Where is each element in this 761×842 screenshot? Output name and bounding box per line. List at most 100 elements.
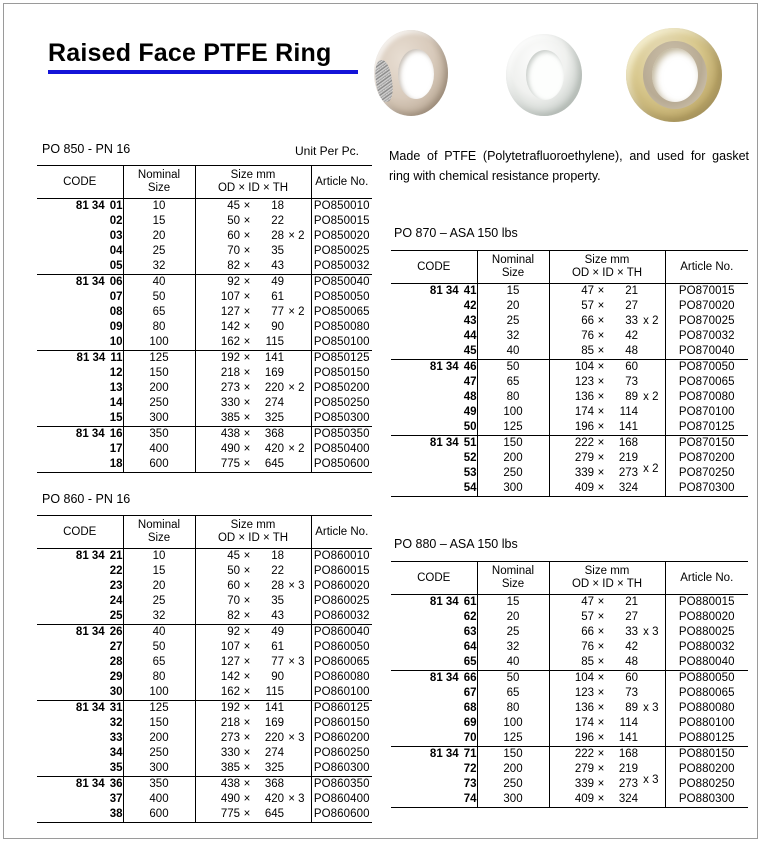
table-row: 10 100 162 × 115 PO850100: [37, 335, 372, 351]
cell-article-no: PO860200: [310, 731, 372, 746]
catalog-page: Raised Face PTFE Ring Made of PTFE (Poly…: [3, 3, 758, 839]
table-row: 13 200 273 × 220 × 2 PO850200: [37, 381, 372, 396]
cell-code: 54: [391, 481, 478, 497]
cell-nominal-size: 20: [122, 229, 196, 244]
cell-size-mm: 330 × 274: [194, 746, 312, 761]
spec-table: CODE Nominal Size Size mm OD × ID × TH Articl…: [391, 561, 748, 808]
table-row: 04 25 70 × 35 PO850025: [37, 244, 372, 259]
cell-size-mm: 339 × 273: [548, 466, 666, 481]
cell-nominal-size: 300: [122, 761, 196, 777]
cell-nominal-size: 125: [476, 731, 550, 747]
cell-size-mm: 70 × 35: [194, 594, 312, 609]
cell-size-mm: 273 × 220 × 2: [194, 381, 312, 396]
cell-size-mm: 192 × 141: [194, 350, 312, 366]
cell-nominal-size: 300: [122, 411, 196, 427]
cell-code: 81 34 41: [391, 283, 478, 299]
cell-size-mm: 222 × 168: [548, 435, 666, 451]
cell-nominal-size: 80: [122, 670, 196, 685]
cell-nominal-size: 32: [476, 329, 550, 344]
table-row: 52 200 279 × 219 x 2 PO870200: [391, 451, 748, 475]
page-title: Raised Face PTFE Ring: [48, 39, 332, 67]
cell-nominal-size: 100: [122, 335, 196, 351]
column-header-nominal-size: Nominal Size: [476, 250, 550, 284]
table-row: 47 65 123 × 73 PO870065: [391, 375, 748, 390]
cell-size-mm: 57 × 27: [548, 610, 666, 625]
cell-code: 34: [37, 746, 124, 761]
cell-nominal-size: 400: [122, 442, 196, 457]
cell-nominal-size: 10: [122, 198, 196, 214]
cell-nominal-size: 300: [476, 481, 550, 497]
table-row: 81 34 46 50 104 × 60 PO870050: [391, 359, 748, 375]
table-row: 15 300 385 × 325 PO850300: [37, 411, 372, 427]
cell-article-no: PO860150: [310, 716, 372, 731]
ring-bore-2: [526, 50, 564, 100]
ptfe-ring-photo-2: [506, 34, 582, 116]
table-row: 27 50 107 × 61 PO860050: [37, 640, 372, 655]
spec-table: CODE Nominal Size Size mm OD × ID × TH Articl…: [37, 165, 372, 473]
cell-nominal-size: 250: [122, 746, 196, 761]
column-header-size-mm: Size mm OD × ID × TH: [548, 250, 666, 284]
cell-code: 07: [37, 290, 124, 305]
cell-code: 43: [391, 314, 478, 329]
cell-code: 18: [37, 457, 124, 473]
cell-code: 67: [391, 686, 478, 701]
cell-size-mm: 136 × 89 x 3: [548, 701, 666, 716]
cell-article-no: PO880200: [664, 762, 748, 777]
table-row: 65 40 85 × 48 PO880040: [391, 655, 748, 671]
table-heading-po850: PO 850 - PN 16: [42, 142, 131, 156]
cell-code: 35: [37, 761, 124, 777]
cell-size-mm: 174 × 114: [548, 405, 666, 420]
cell-code: 02: [37, 214, 124, 229]
table-row: 81 34 11 125 192 × 141 PO850125: [37, 350, 372, 366]
column-header-code: CODE: [37, 165, 124, 199]
cell-article-no: PO860020: [310, 579, 372, 594]
spec-table: CODE Nominal Size Size mm OD × ID × TH Articl…: [391, 250, 748, 497]
cell-code: 68: [391, 701, 478, 716]
cell-size-mm: 104 × 60: [548, 359, 666, 375]
table-row: 54 300 409 × 324 PO870300: [391, 481, 748, 497]
cell-code: 12: [37, 366, 124, 381]
ring-bore-1: [398, 49, 434, 99]
table-row: 81 34 16 350 438 × 368 PO850350: [37, 426, 372, 442]
cell-article-no: PO850050: [310, 290, 372, 305]
cell-article-no: PO880025: [664, 625, 748, 640]
cell-nominal-size: 125: [122, 700, 196, 716]
cell-code: 52: [391, 451, 478, 466]
cell-code: 70: [391, 731, 478, 747]
table-row: 62 20 57 × 27 PO880020: [391, 610, 748, 625]
table-row: 35 300 385 × 325 PO860300: [37, 761, 372, 777]
cell-nominal-size: 32: [476, 640, 550, 655]
cell-code: 44: [391, 329, 478, 344]
cell-article-no: PO870250: [664, 466, 748, 481]
cell-size-mm: 70 × 35: [194, 244, 312, 259]
table-row: 43 25 66 × 33 x 2 PO870025: [391, 314, 748, 329]
cell-nominal-size: 25: [476, 625, 550, 640]
cell-code: 47: [391, 375, 478, 390]
cell-code: 24: [37, 594, 124, 609]
cell-size-mm: 162 × 115: [194, 335, 312, 351]
ring-bore-3: [652, 48, 698, 102]
cell-nominal-size: 65: [476, 375, 550, 390]
cell-code: 30: [37, 685, 124, 701]
cell-size-mm: 222 × 168: [548, 746, 666, 762]
cell-size-mm: 438 × 368: [194, 776, 312, 792]
table-row: 30 100 162 × 115 PO860100: [37, 685, 372, 701]
cell-size-mm: 82 × 43: [194, 609, 312, 625]
table-row: 81 34 51 150 222 × 168 PO870150: [391, 435, 748, 451]
cell-code: 62: [391, 610, 478, 625]
cell-size-mm: 50 × 22: [194, 564, 312, 579]
cell-code: 08: [37, 305, 124, 320]
cell-size-mm: 85 × 48: [548, 655, 666, 671]
table-row: 48 80 136 × 89 x 2 PO870080: [391, 390, 748, 405]
cell-article-no: PO850080: [310, 320, 372, 335]
cell-article-no: PO880100: [664, 716, 748, 731]
cell-code: 03: [37, 229, 124, 244]
column-header-code: CODE: [391, 250, 478, 284]
table-row: 72 200 279 × 219 x 3 PO880200: [391, 762, 748, 786]
cell-size-mm: 490 × 420 × 2: [194, 442, 312, 457]
cell-code: 17: [37, 442, 124, 457]
cell-article-no: PO860080: [310, 670, 372, 685]
cell-article-no: PO870150: [664, 435, 748, 451]
cell-code: 15: [37, 411, 124, 427]
cell-article-no: PO850032: [310, 259, 372, 275]
